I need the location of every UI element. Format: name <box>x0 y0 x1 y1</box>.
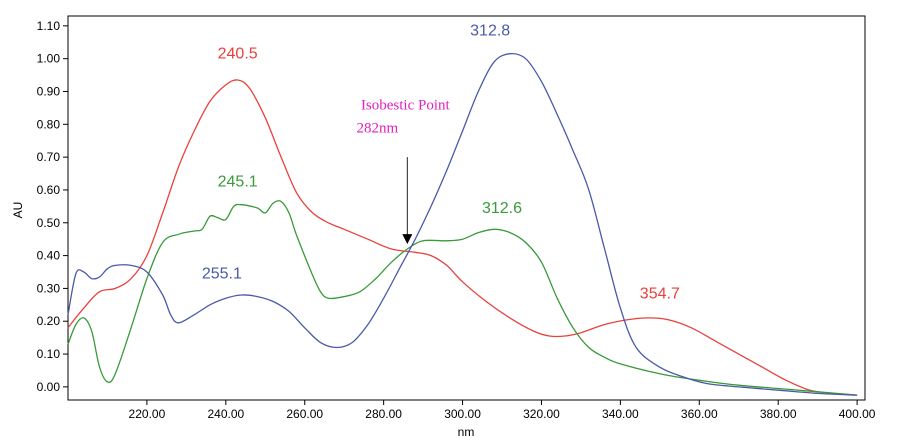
y-axis-title: AU <box>11 202 25 219</box>
y-tick-label: 1.10 <box>37 19 61 33</box>
x-axis-ticks: 220.00 240.00 260.00 280.00 300.00 320.00 340.… <box>129 400 876 421</box>
series-line-green <box>67 200 858 396</box>
x-tick-label: 280.00 <box>365 407 402 421</box>
y-tick-label: 0.30 <box>37 281 61 295</box>
x-tick-label: 220.00 <box>129 407 166 421</box>
x-tick-label: 340.00 <box>602 407 639 421</box>
x-tick-label: 300.00 <box>444 407 481 421</box>
x-tick-label: 260.00 <box>286 407 323 421</box>
x-tick-label: 380.00 <box>760 407 797 421</box>
y-tick-label: 0.80 <box>37 117 61 131</box>
x-tick-label: 360.00 <box>681 407 718 421</box>
x-tick-label: 240.00 <box>207 407 244 421</box>
peak-label: 255.1 <box>202 266 242 283</box>
y-tick-label: 0.60 <box>37 183 61 197</box>
peak-label: 312.8 <box>470 23 510 40</box>
y-axis-ticks: 0.00 0.10 0.20 0.30 0.40 0.50 0.60 0.70 0.80 0.90… <box>37 19 68 394</box>
y-tick-label: 0.70 <box>37 150 61 164</box>
peak-label: 245.1 <box>218 174 258 191</box>
isobestic-wavelength-label: 282nm <box>356 121 398 137</box>
y-tick-label: 0.20 <box>37 314 61 328</box>
y-tick-label: 0.40 <box>37 249 61 263</box>
peak-label: 312.6 <box>482 200 522 217</box>
peak-label: 354.7 <box>640 285 680 302</box>
peak-label: 240.5 <box>218 46 258 63</box>
y-tick-label: 0.90 <box>37 84 61 98</box>
series-layer <box>67 52 858 396</box>
annotation-layer: 240.5 245.1 255.1 312.8 312.6 354.7 Isobestic … <box>202 23 680 303</box>
x-tick-label: 400.00 <box>839 407 876 421</box>
isobestic-label: Isobestic Point <box>361 98 451 114</box>
series-line-blue <box>67 52 858 396</box>
x-tick-label: 320.00 <box>523 407 560 421</box>
series-line-red <box>67 79 858 396</box>
isobestic-arrow-head <box>402 234 413 245</box>
y-tick-label: 0.50 <box>37 216 61 230</box>
y-tick-label: 0.10 <box>37 347 61 361</box>
x-axis-title: nm <box>458 425 475 439</box>
y-tick-label: 0.00 <box>37 380 61 394</box>
y-tick-label: 1.00 <box>37 52 61 66</box>
plot-area <box>67 15 866 401</box>
